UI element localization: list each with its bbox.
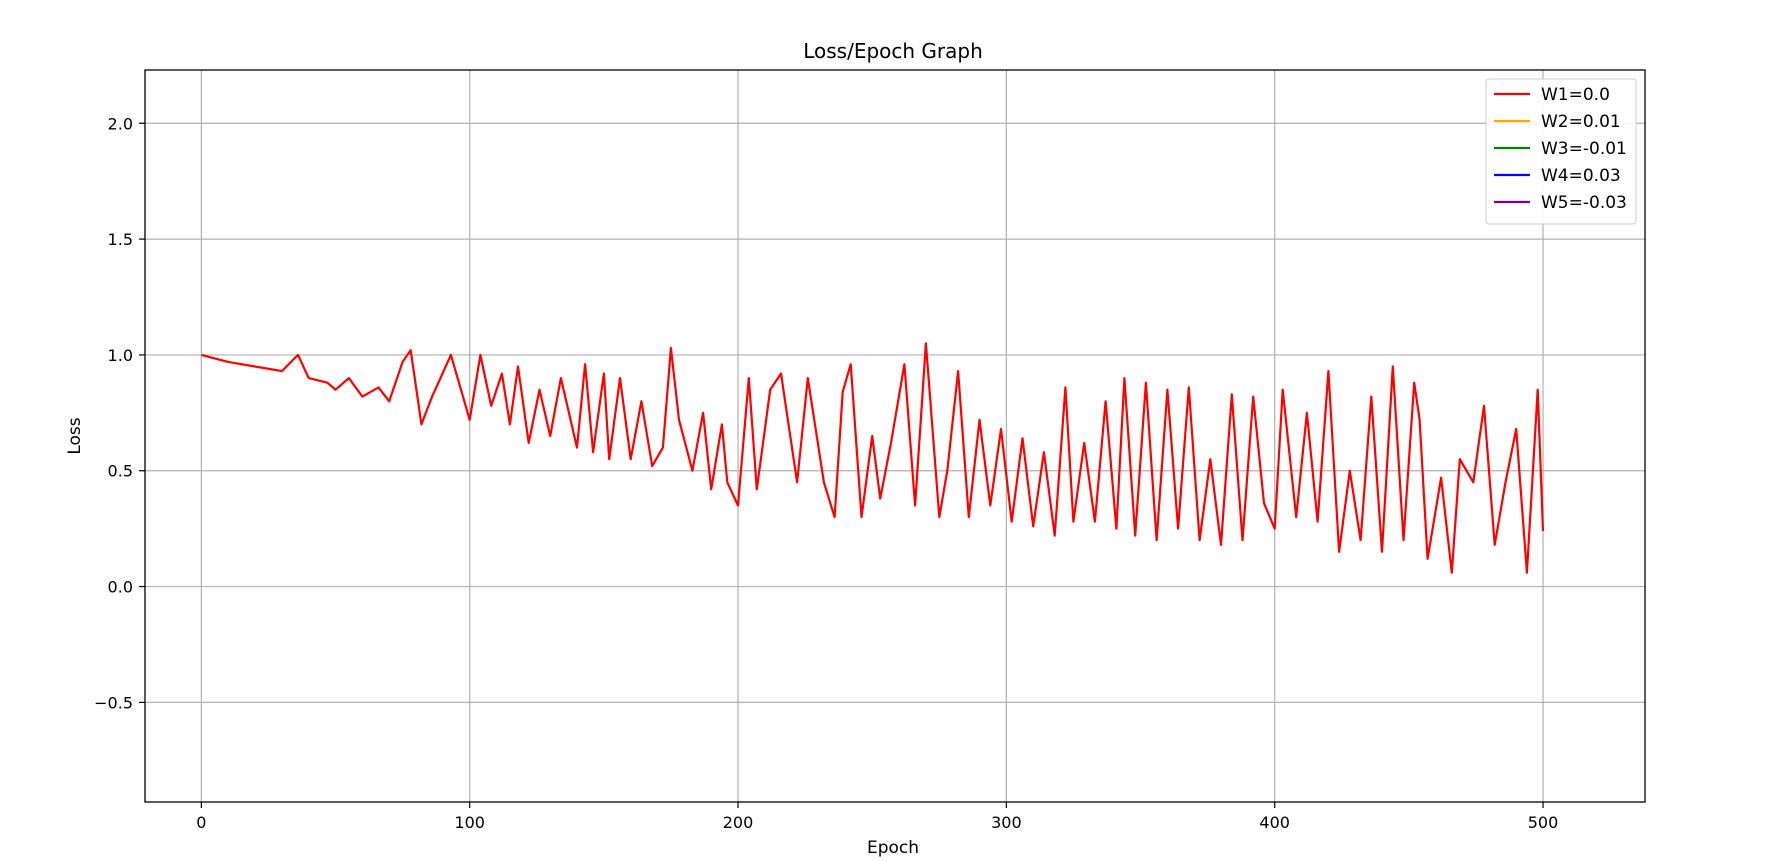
y-tick-label: 1.5 bbox=[108, 230, 133, 249]
legend-entry-label: W5=-0.03 bbox=[1541, 193, 1627, 213]
legend-entry-label: W4=0.03 bbox=[1541, 166, 1621, 186]
axis-ticks: 0 100 200 300 400 500 −0.5 0.0 0.5 1.0 1.5 2.0 bbox=[94, 114, 1558, 832]
series-line-1 bbox=[201, 342, 1545, 574]
y-tick-label: 0.5 bbox=[108, 462, 133, 481]
y-tick-label: 0.0 bbox=[108, 578, 133, 597]
y-axis-label: Loss bbox=[65, 417, 85, 454]
x-tick-label: 300 bbox=[991, 813, 1022, 832]
x-tick-label: 200 bbox=[723, 813, 754, 832]
legend-box bbox=[1485, 78, 1637, 225]
grid bbox=[145, 70, 1645, 802]
y-tick-label: 1.0 bbox=[108, 346, 133, 365]
legend-entry-label: W1=0.0 bbox=[1541, 85, 1610, 105]
series-lines bbox=[201, 342, 1545, 574]
y-tick-label: −0.5 bbox=[94, 693, 133, 712]
x-tick-label: 500 bbox=[1528, 813, 1559, 832]
y-tick-label: 2.0 bbox=[108, 114, 133, 133]
legend: W1=0.0 W2=0.01 W3=-0.01 W4=0.03 W5=-0.03 bbox=[1485, 78, 1637, 225]
legend-entry-label: W2=0.01 bbox=[1541, 112, 1621, 132]
x-tick-label: 400 bbox=[1259, 813, 1290, 832]
x-tick-label: 100 bbox=[454, 813, 485, 832]
x-axis-label: Epoch bbox=[867, 838, 919, 858]
chart-title: Loss/Epoch Graph bbox=[803, 39, 983, 63]
plot-frame bbox=[144, 69, 1646, 803]
x-tick-label: 0 bbox=[196, 813, 206, 832]
legend-entry-label: W3=-0.01 bbox=[1541, 139, 1627, 159]
